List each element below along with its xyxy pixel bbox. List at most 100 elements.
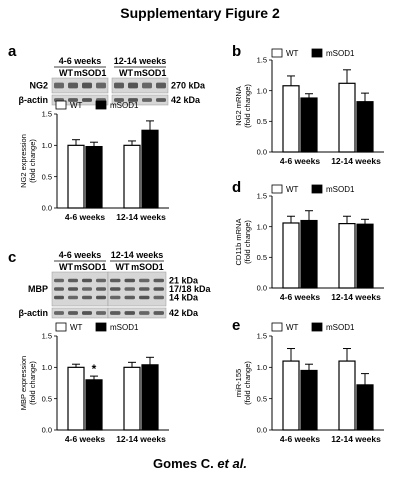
blot-band xyxy=(68,82,78,89)
blot-band xyxy=(82,287,92,291)
panel-label-d: d xyxy=(232,179,241,196)
blot-group-label: 12-14 weeks xyxy=(111,250,164,260)
blot-band xyxy=(96,311,106,315)
blot-lane-label: WT xyxy=(59,68,73,78)
blot-row-label: β-actin xyxy=(19,95,49,105)
blot-band xyxy=(82,278,92,283)
bar-msod1 xyxy=(300,97,318,153)
blot-row-label: β-actin xyxy=(19,308,49,318)
legend-e: WT mSOD1 xyxy=(271,322,355,332)
y-tick-label: 0.0 xyxy=(42,204,52,213)
blot-band xyxy=(54,278,64,283)
legend-label-wt: WT xyxy=(286,323,299,332)
y-axis-label: CD11b mRNA(fold change) xyxy=(234,219,252,266)
y-tick-label: 1.5 xyxy=(257,192,267,201)
blot-lane-label: WT xyxy=(119,68,133,78)
bar-wt xyxy=(282,222,300,289)
y-axis-label: NG2 expression(fold change) xyxy=(19,134,37,188)
blot-band xyxy=(68,311,78,315)
chart-d: 0.0 0.5 1.0 1.5 CD11b mRNA(fold change) 4-6 w… xyxy=(234,192,384,302)
legend-label-msod1: mSOD1 xyxy=(110,101,139,110)
legend-swatch-wt xyxy=(271,322,283,332)
blot-band xyxy=(156,82,166,89)
blot-band xyxy=(128,82,138,89)
blot-band xyxy=(68,98,78,102)
blot-band xyxy=(82,311,92,315)
legend-swatch-msod1 xyxy=(311,322,323,332)
blot-band xyxy=(124,295,135,300)
legend-label-msod1: mSOD1 xyxy=(326,49,355,58)
legend-swatch-wt xyxy=(55,100,67,110)
bar-msod1 xyxy=(356,101,374,153)
bar-wt xyxy=(338,82,356,153)
legend-label-msod1: mSOD1 xyxy=(110,323,139,332)
blot-band xyxy=(54,311,64,315)
blot-group-label: 4-6 weeks xyxy=(59,250,102,260)
blot-membrane xyxy=(107,307,167,319)
x-category-label: 12-14 weeks xyxy=(116,212,166,222)
y-tick-label: 0.5 xyxy=(257,253,267,262)
chart-e: 0.0 0.5 1.0 1.5 miR-155(fold change) 4-6 week… xyxy=(234,332,384,444)
blot-band xyxy=(156,98,166,102)
blot-band xyxy=(96,287,106,291)
blot-mw-label: 42 kDa xyxy=(169,308,199,318)
blot-group-label: 12-14 weeks xyxy=(114,56,167,66)
blot-band xyxy=(114,98,124,102)
significance-marker: * xyxy=(92,362,97,376)
panel-label-c: c xyxy=(8,249,16,266)
bar-wt xyxy=(123,144,141,209)
blot-band xyxy=(139,295,150,300)
blot-band xyxy=(110,278,121,283)
y-tick-label: 1.0 xyxy=(257,363,267,372)
x-category-label: 12-14 weeks xyxy=(331,292,381,302)
blot-band xyxy=(142,82,152,89)
figure-title: Supplementary Figure 2 xyxy=(120,5,280,21)
bar-wt xyxy=(282,85,300,153)
legend-swatch-wt xyxy=(55,322,67,332)
bar-wt xyxy=(282,360,300,431)
legend-label-wt: WT xyxy=(286,49,299,58)
blot-band xyxy=(82,98,92,102)
x-category-label: 12-14 weeks xyxy=(331,156,381,166)
bar-msod1 xyxy=(85,379,103,431)
x-category-label: 4-6 weeks xyxy=(65,212,105,222)
blot-band xyxy=(142,98,152,102)
blot-band xyxy=(68,295,78,300)
blot-membrane xyxy=(111,94,169,106)
blot-band xyxy=(124,311,135,315)
y-tick-label: 1.5 xyxy=(42,110,52,119)
y-tick-label: 0.0 xyxy=(42,426,52,435)
x-category-label: 12-14 weeks xyxy=(331,434,381,444)
y-tick-label: 1.0 xyxy=(42,363,52,372)
y-tick-label: 1.0 xyxy=(257,222,267,231)
blot-band xyxy=(153,278,164,283)
blot-band xyxy=(153,287,164,291)
y-axis-label-line: (fold change) xyxy=(243,361,252,405)
y-axis-label-line: (fold change) xyxy=(243,220,252,264)
legend-swatch-wt xyxy=(271,184,283,194)
legend-swatch-msod1 xyxy=(311,184,323,194)
y-tick-label: 0.5 xyxy=(42,394,52,403)
blot-band xyxy=(54,287,64,291)
y-tick-label: 0.0 xyxy=(257,426,267,435)
y-axis-label-line: (fold change) xyxy=(28,361,37,405)
blot-mw-label: 21 kDa xyxy=(169,276,199,286)
x-category-label: 4-6 weeks xyxy=(65,434,105,444)
blot-band xyxy=(110,311,121,315)
blot-band xyxy=(114,82,124,89)
blot-band xyxy=(124,278,135,283)
blot-band xyxy=(139,278,150,283)
blot-membrane xyxy=(51,77,109,94)
blot-mw-label: 17/18 kDa xyxy=(169,284,212,294)
bar-wt xyxy=(67,366,85,431)
panel-label-e: e xyxy=(232,317,240,334)
legend-label-wt: WT xyxy=(286,185,299,194)
blot-membrane xyxy=(51,94,109,106)
blot-row-label: MBP xyxy=(28,284,48,294)
legend-b: WT mSOD1 xyxy=(271,48,355,58)
panel-label-b: b xyxy=(232,43,241,60)
